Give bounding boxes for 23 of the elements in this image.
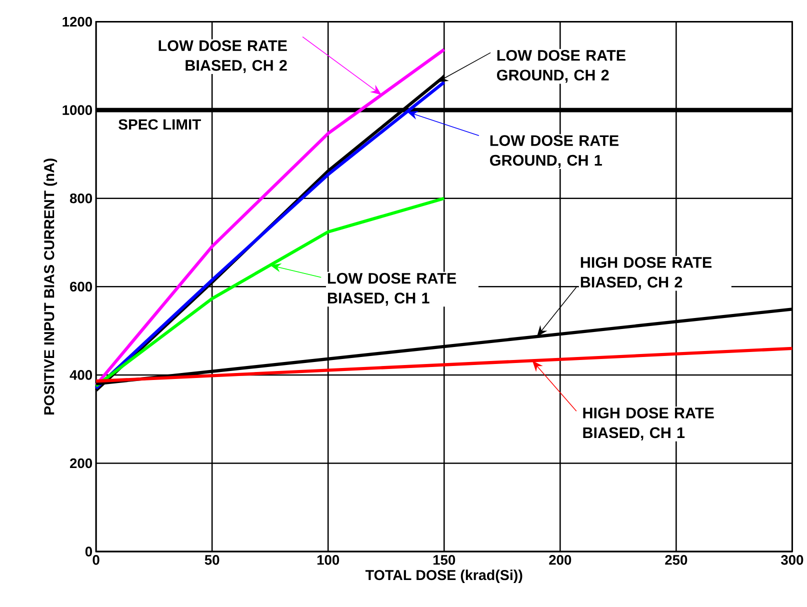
y-tick-label: 800 [70,193,92,204]
text: LOW DOSE RATE BIASED, CH 2 [158,40,287,74]
text: HIGH DOSE RATE BIASED, CH 1 [583,408,714,440]
x-tick-label: 100 [317,555,340,565]
y-tick-label: 1000 [62,105,92,115]
y-tick-label: 600 [70,282,92,292]
y-tick-label: 0 [85,546,92,556]
series-label: HIGH DOSE RATE BIASED, CH 2 [580,257,712,290]
y-tick-label: 1200 [62,16,92,27]
x-tick-label: 0 [92,555,100,565]
x-tick-label: 250 [665,555,688,565]
y-tick-label: 400 [70,370,92,380]
text: LOW DOSE RATE BIASED, CH 1 [328,272,456,306]
x-tick-label: 200 [549,555,572,565]
legend-label: LOW DOSE RATE GROUND, CH 2 [496,50,626,83]
x-tick-label: 150 [433,555,456,565]
x-axis-title: TOTAL DOSE (krad(Si)) [365,570,522,583]
x-tick-label: 300 [780,555,804,565]
y-axis-title: POSITIVE INPUT BIAS CURRENT (nA) [44,158,58,414]
ref-line-label: SPEC LIMIT [118,119,201,130]
y-tick-label: 200 [70,458,92,468]
text: LOW DOSE RATE GROUND, CH 1 [490,135,618,168]
x-tick-label: 50 [204,555,220,565]
